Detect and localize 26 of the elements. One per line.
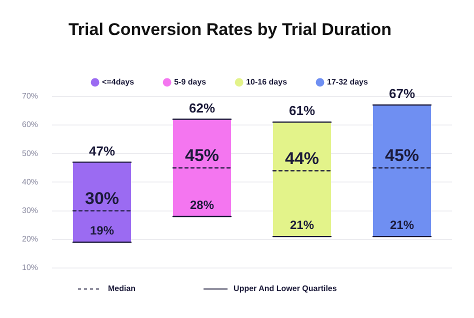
y-tick-label: 50% xyxy=(22,148,38,158)
text: 30% xyxy=(84,188,120,208)
chart-title: Trial Conversion Rates by Trial Duration xyxy=(68,20,392,39)
y-tick-label: 10% xyxy=(22,263,38,272)
text: 67% xyxy=(388,86,416,102)
text: 21% xyxy=(390,218,414,232)
text: 44% xyxy=(284,148,320,168)
text: 61% xyxy=(288,103,316,118)
y-tick-label: 70% xyxy=(22,92,38,101)
text: Upper And Lower Quartiles xyxy=(234,284,338,294)
y-tick-label: 30% xyxy=(22,206,38,216)
text: 45% xyxy=(384,146,420,166)
legend-label: 17-32 days xyxy=(327,78,368,87)
text: 47% xyxy=(88,143,116,158)
text: 45% xyxy=(184,146,220,166)
text: Median xyxy=(108,284,136,294)
legend-label: <=4days xyxy=(102,78,135,87)
legend-label: 5-9 days xyxy=(174,78,207,87)
text: 28% xyxy=(190,198,214,212)
y-tick-label: 20% xyxy=(22,234,38,244)
text: 19% xyxy=(90,224,114,238)
legend-label: 10-16 days xyxy=(246,78,288,87)
text: 21% xyxy=(290,218,314,232)
y-tick-label: 60% xyxy=(22,120,38,130)
text: 62% xyxy=(188,100,216,116)
y-tick-label: 40% xyxy=(22,177,38,186)
